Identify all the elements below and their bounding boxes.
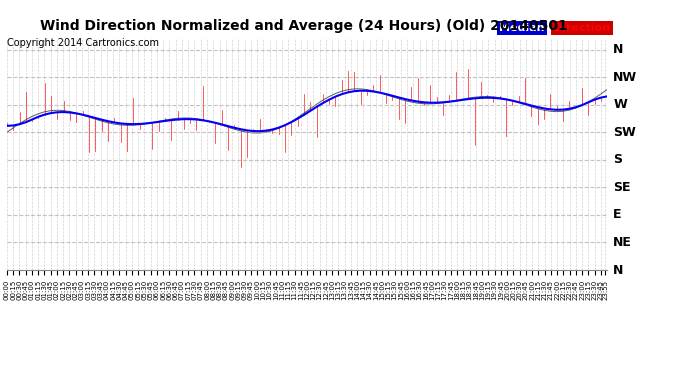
Text: Direction: Direction: [553, 23, 610, 33]
Text: SE: SE: [613, 181, 631, 194]
Text: E: E: [613, 209, 622, 221]
Text: N: N: [613, 264, 624, 276]
Text: W: W: [613, 98, 627, 111]
Text: N: N: [613, 43, 624, 56]
Text: SW: SW: [613, 126, 636, 139]
Text: Copyright 2014 Cartronics.com: Copyright 2014 Cartronics.com: [7, 38, 159, 48]
Text: NW: NW: [613, 71, 638, 84]
Text: Median: Median: [499, 23, 544, 33]
Text: Wind Direction Normalized and Average (24 Hours) (Old) 20140501: Wind Direction Normalized and Average (2…: [40, 19, 567, 33]
Text: NE: NE: [613, 236, 632, 249]
Text: S: S: [613, 153, 622, 166]
